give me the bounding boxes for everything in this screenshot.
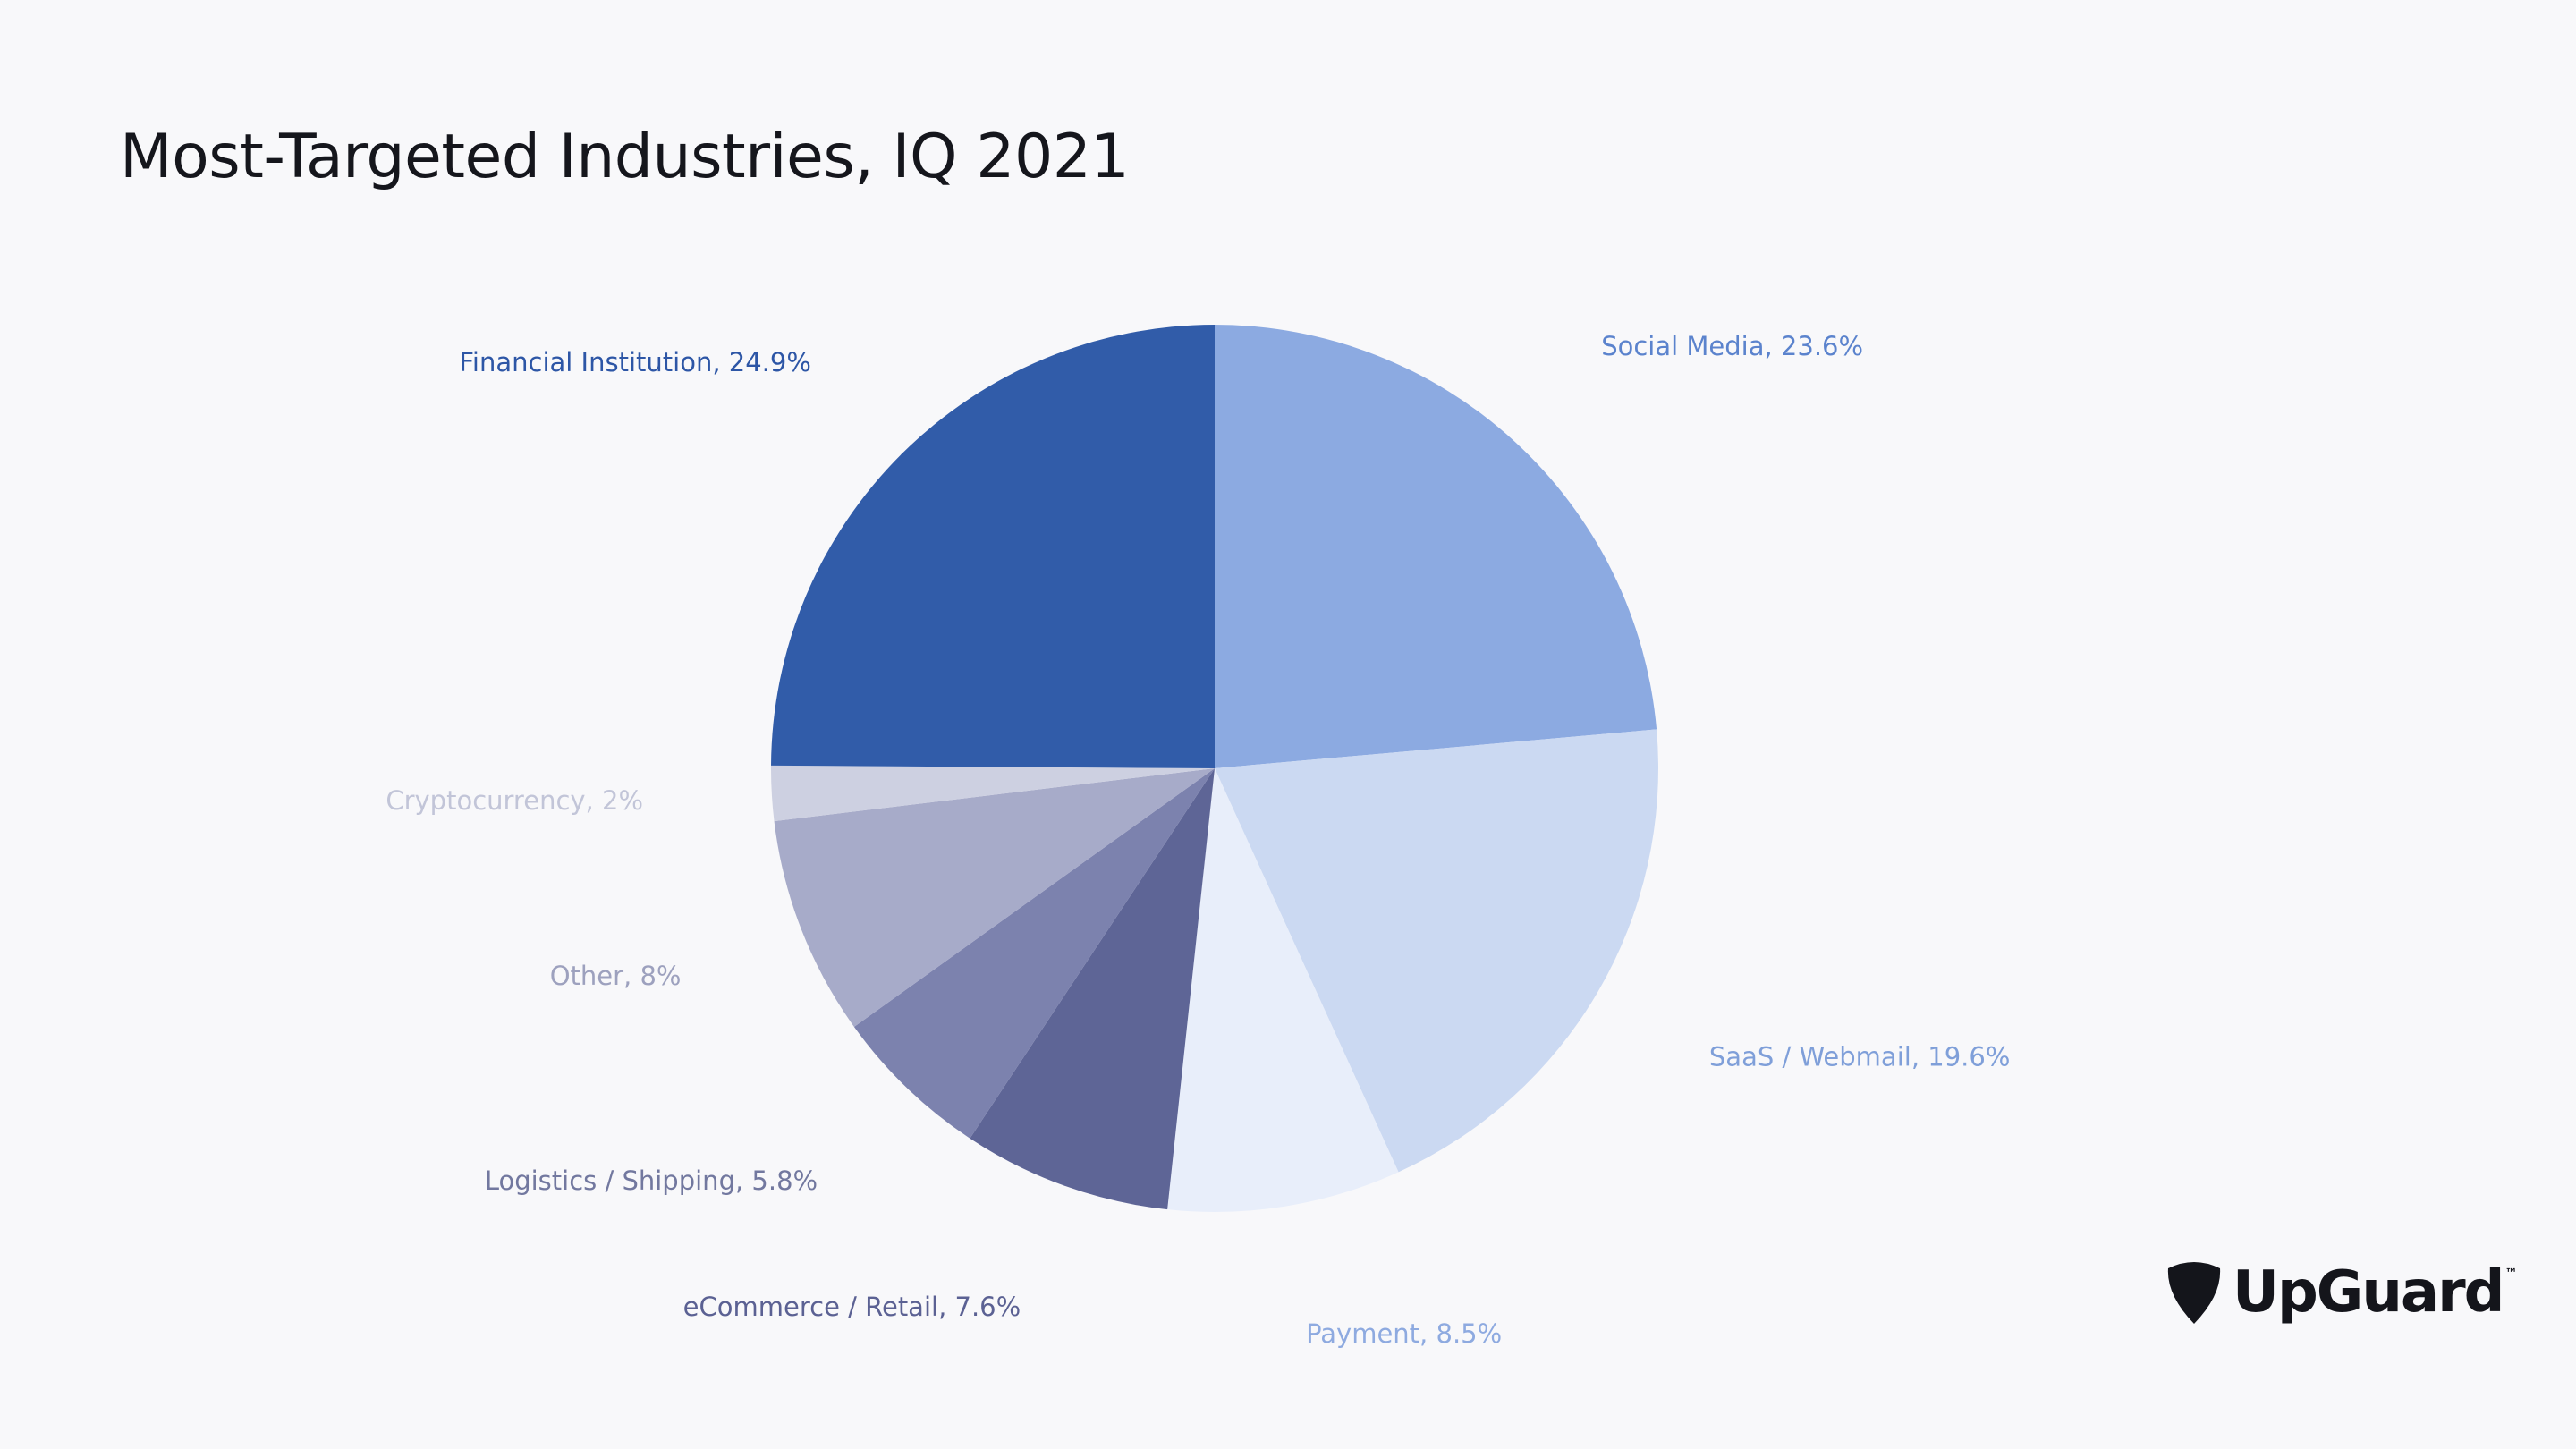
pie-slices — [771, 325, 1658, 1212]
pie-slice-social-media — [1215, 325, 1657, 768]
pie-labels: Social Media, 23.6% SaaS / Webmail, 19.6%… — [386, 331, 2010, 1349]
pie-label-other: Other, 8% — [550, 961, 682, 991]
pie-label-logistics-shipping: Logistics / Shipping, 5.8% — [485, 1165, 818, 1196]
pie-slice-logistics-shipping — [853, 768, 1215, 1139]
logo-wordmark: UpGuard — [2233, 1259, 2504, 1326]
logo-trademark: ™ — [2504, 1267, 2518, 1281]
pie-slice-payment — [1167, 768, 1399, 1212]
pie-label-ecommerce-retail: eCommerce / Retail, 7.6% — [683, 1292, 1021, 1322]
pie-label-saas-webmail: SaaS / Webmail, 19.6% — [1709, 1041, 2010, 1072]
pie-label-social-media: Social Media, 23.6% — [1601, 331, 1863, 361]
pie-slice-financial-institution — [771, 325, 1215, 768]
pie-label-financial-institution: Financial Institution, 24.9% — [459, 347, 811, 377]
pie-label-payment: Payment, 8.5% — [1306, 1318, 1502, 1349]
pie-label-cryptocurrency: Cryptocurrency, 2% — [386, 785, 643, 816]
pie-slice-ecommerce-retail — [970, 768, 1215, 1210]
chart-title: Most-Targeted Industries, IQ 2021 — [120, 122, 1130, 192]
upguard-logo: UpGuard ™ — [2165, 1259, 2517, 1326]
pie-slice-cryptocurrency — [771, 765, 1215, 822]
pick-icon — [2167, 1262, 2221, 1324]
pie-slice-other — [774, 768, 1215, 1028]
pie-slice-saas-webmail — [1215, 729, 1658, 1173]
